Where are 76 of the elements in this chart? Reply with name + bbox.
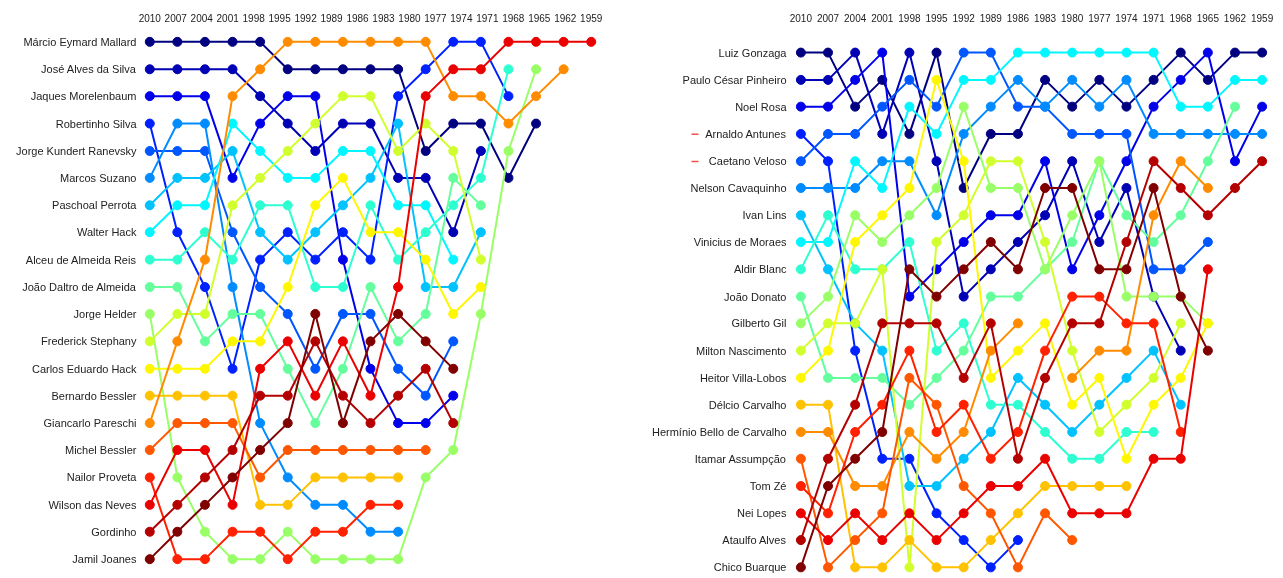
x-tick-label: 1974 xyxy=(450,12,473,24)
x-tick-label: 1959 xyxy=(580,12,603,24)
series-label: Ataulfo Alves xyxy=(722,534,787,547)
x-tick-label: 1974 xyxy=(1115,12,1139,24)
x-tick-label: 1986 xyxy=(1006,12,1030,24)
series-label: Caetano Veloso xyxy=(708,155,787,168)
series-label: Ivan Lins xyxy=(742,209,787,222)
x-tick-label: 1986 xyxy=(346,12,370,24)
x-tick-label: 1989 xyxy=(979,12,1003,24)
series-label: Vinicius de Moraes xyxy=(693,236,787,249)
series-label: Gilberto Gil xyxy=(731,317,787,330)
series-label: Nei Lopes xyxy=(736,507,787,520)
x-tick-label: 1965 xyxy=(1196,12,1220,24)
series-label: Wilson das Neves xyxy=(48,498,137,511)
x-tick-label: 1983 xyxy=(372,12,396,24)
series-label: Chico Buarque xyxy=(713,561,787,574)
series-label: Noel Rosa xyxy=(735,100,788,113)
x-tick-label: 1977 xyxy=(424,12,447,24)
x-tick-label: 1992 xyxy=(294,12,318,24)
series-label: João Daltro de Almeida xyxy=(22,281,137,294)
series-label: Gordinho xyxy=(91,525,137,538)
x-tick-label: 1965 xyxy=(528,12,551,24)
x-tick-label: 1959 xyxy=(1251,12,1274,24)
series-label: Walter Hack xyxy=(77,226,137,239)
series-label: Luiz Gonzaga xyxy=(718,46,788,59)
series-label: Márcio Eymard Mallard xyxy=(23,35,137,48)
series-label: Frederick Stephany xyxy=(41,335,137,348)
x-tick-label: 2004 xyxy=(844,12,867,24)
series-label: Jamil Joanes xyxy=(72,553,137,566)
series-label: Paschoal Perrota xyxy=(52,199,138,212)
x-tick-label: 1962 xyxy=(554,12,577,24)
x-tick-label: 2001 xyxy=(216,12,240,24)
x-tick-label: 2010 xyxy=(789,12,813,24)
x-tick-label: 1968 xyxy=(502,12,525,24)
x-tick-label: 2001 xyxy=(871,12,894,24)
series-label: Paulo César Pinheiro xyxy=(682,73,787,86)
series-label: Michel Bessler xyxy=(64,444,137,457)
series-label: Nailor Proveta xyxy=(66,471,138,484)
series-label: Hermínio Bello de Carvalho xyxy=(651,425,787,438)
x-tick-label: 1998 xyxy=(898,12,921,24)
x-tick-label: 2004 xyxy=(190,12,214,24)
x-tick-label: 2007 xyxy=(164,12,188,24)
x-tick-label: 1971 xyxy=(1142,12,1166,24)
x-tick-label: 2010 xyxy=(138,12,162,24)
series-label: Nelson Cavaquinho xyxy=(690,181,787,194)
series-label: Délcio Carvalho xyxy=(708,398,787,411)
x-tick-label: 1971 xyxy=(476,12,499,24)
series-label: Marcos Suzano xyxy=(60,171,137,184)
series-label: Jorge Helder xyxy=(73,307,137,320)
x-tick-label: 1962 xyxy=(1223,12,1247,24)
x-tick-label: 1989 xyxy=(320,12,344,24)
x-tick-label: 1995 xyxy=(925,12,949,24)
x-tick-label: 1983 xyxy=(1033,12,1057,24)
series-label: Jorge Kundert Ranevsky xyxy=(16,144,137,157)
x-tick-label: 2007 xyxy=(816,12,840,24)
series-label: Carlos Eduardo Hack xyxy=(31,362,137,375)
series-label: Itamar Assumpção xyxy=(694,452,786,465)
series-label: Alceu de Almeida Reis xyxy=(25,253,137,266)
x-tick-label: 1998 xyxy=(242,12,266,24)
series-label: Jaques Morelenbaum xyxy=(30,90,137,103)
series-label: Robertinho Silva xyxy=(55,117,138,130)
x-tick-label: 1968 xyxy=(1169,12,1193,24)
x-tick-label: 1992 xyxy=(952,12,976,24)
series-label: José Alves da Silva xyxy=(41,63,137,76)
series-label: Heitor Villa-Lobos xyxy=(699,371,787,384)
x-tick-label: 1977 xyxy=(1088,12,1111,24)
series-label: Tom Zé xyxy=(749,480,787,493)
series-label: Bernardo Bessler xyxy=(51,389,137,402)
series-label: Milton Nascimento xyxy=(696,344,787,357)
x-tick-label: 1980 xyxy=(398,12,422,24)
series-label: Giancarlo Pareschi xyxy=(43,417,137,430)
series-label: Arnaldo Antunes xyxy=(705,127,787,140)
x-tick-label: 1995 xyxy=(268,12,292,24)
series-label: Aldir Blanc xyxy=(733,263,787,276)
series-label: João Donato xyxy=(724,290,787,303)
x-tick-label: 1980 xyxy=(1061,12,1084,24)
